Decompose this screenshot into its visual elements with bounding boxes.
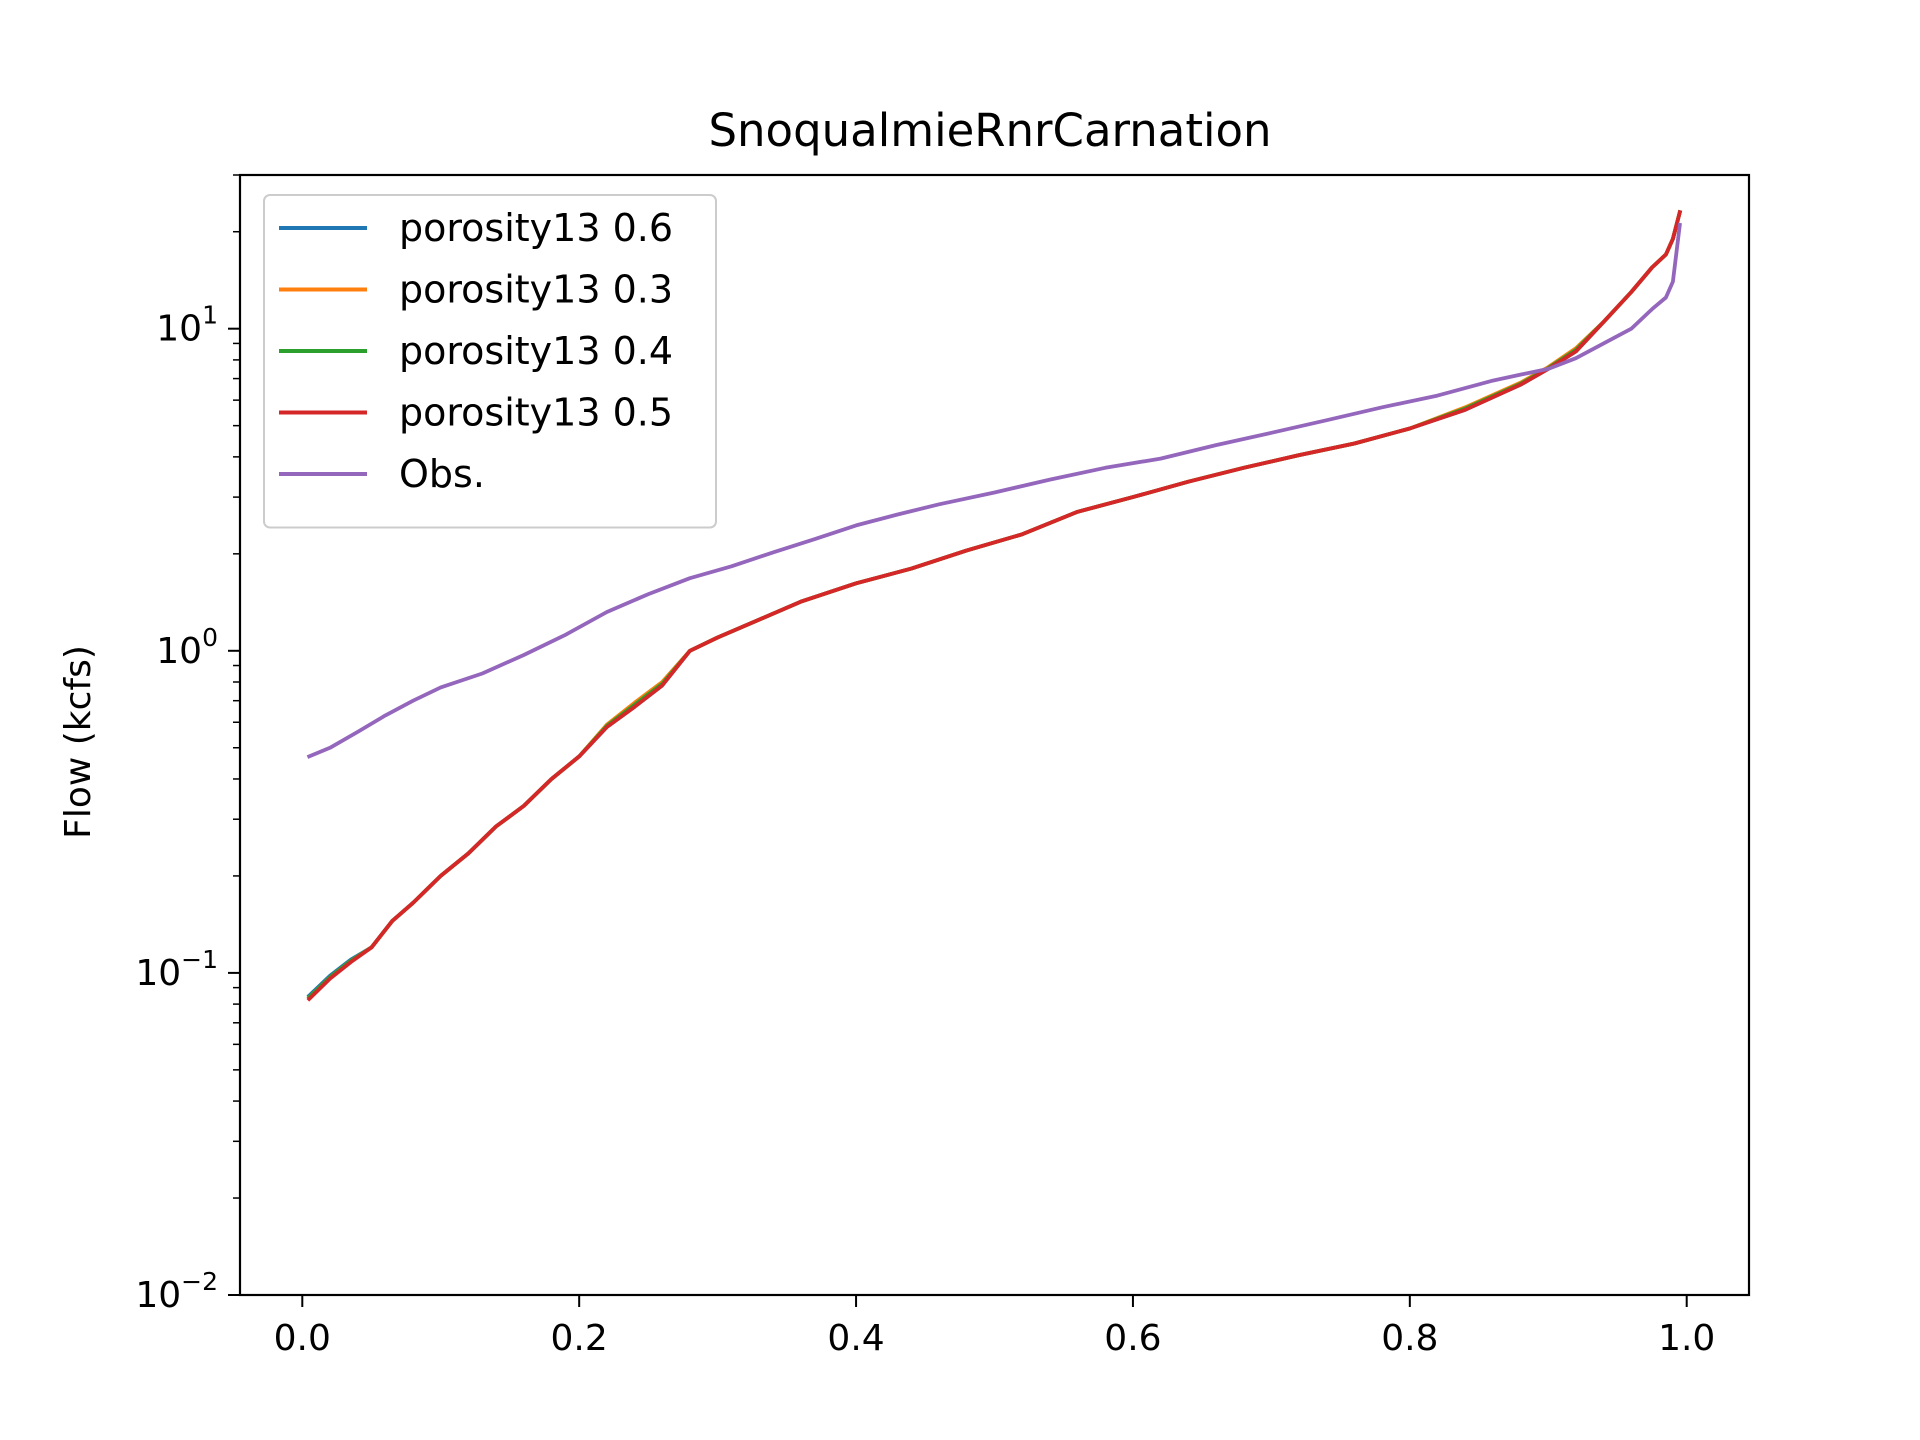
y-tick-exponent: 0 [202, 623, 218, 652]
series-line-3 [306, 209, 1683, 1002]
series-layer [306, 209, 1683, 1002]
y-tick-base: 10 [156, 309, 202, 350]
legend-label-2: porosity13 0.4 [399, 329, 673, 373]
x-tick-label: 1.0 [1658, 1318, 1715, 1359]
y-tick-label: 100 [156, 623, 218, 672]
y-tick-base: 10 [135, 953, 181, 994]
legend: porosity13 0.6 porosity13 0.3 porosity13 0… [263, 194, 717, 529]
legend-box [263, 194, 717, 529]
x-axis: 0.0 0.2 0.4 0.6 0.8 1.0 [274, 1295, 1715, 1359]
x-tick-label: 0.0 [274, 1318, 331, 1359]
legend-label-0: porosity13 0.6 [399, 206, 673, 250]
series-line-4 [306, 222, 1682, 759]
y-tick-base: 10 [135, 1275, 181, 1316]
chart-title: SnoqualmieRnrCarnation [708, 104, 1271, 157]
legend-label-4: Obs. [399, 452, 485, 496]
y-tick-label: 10−2 [135, 1267, 218, 1316]
y-tick-exponent: 1 [202, 301, 218, 330]
y-tick-base: 10 [156, 631, 202, 672]
y-tick-label: 101 [156, 301, 218, 350]
x-tick-label: 0.6 [1104, 1318, 1161, 1359]
x-tick-label: 0.2 [551, 1318, 608, 1359]
plot-frame [238, 173, 1751, 1297]
legend-label-3: porosity13 0.5 [399, 391, 673, 435]
x-tick-label: 0.8 [1381, 1318, 1438, 1359]
legend-label-1: porosity13 0.3 [399, 268, 673, 312]
x-tick-label: 0.4 [827, 1318, 884, 1359]
y-tick-exponent: −2 [181, 1267, 218, 1296]
y-axis-label: Flow (kcfs) [58, 645, 99, 839]
y-tick-label: 10−1 [135, 945, 218, 994]
y-tick-exponent: −1 [181, 945, 218, 974]
